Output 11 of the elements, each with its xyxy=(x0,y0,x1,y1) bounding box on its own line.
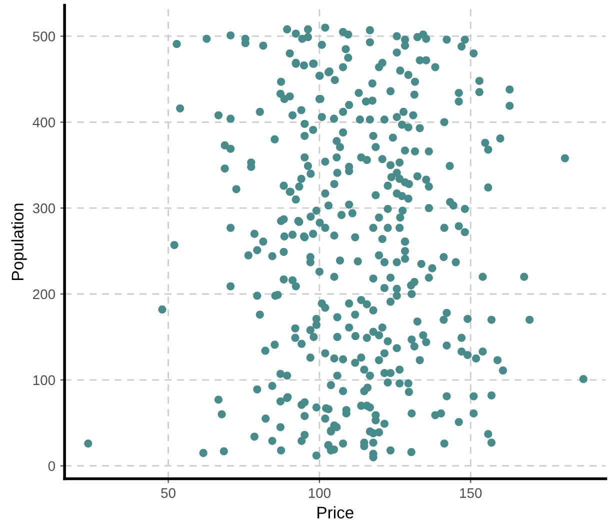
x-tick-label: 100 xyxy=(308,488,330,498)
y-tick-label: 200 xyxy=(33,289,56,300)
x-tick-label: 150 xyxy=(460,488,482,498)
y-tick-label: 100 xyxy=(33,375,56,386)
y-axis-title: Population xyxy=(11,204,27,280)
y-tick-label: 0 xyxy=(48,461,56,472)
y-tick-label: 300 xyxy=(32,203,56,214)
y-tick-label: 400 xyxy=(32,117,56,128)
x-axis-title: Price xyxy=(318,506,354,519)
y-tick-label: 500 xyxy=(32,32,56,42)
x-tick-label: 50 xyxy=(161,488,176,498)
